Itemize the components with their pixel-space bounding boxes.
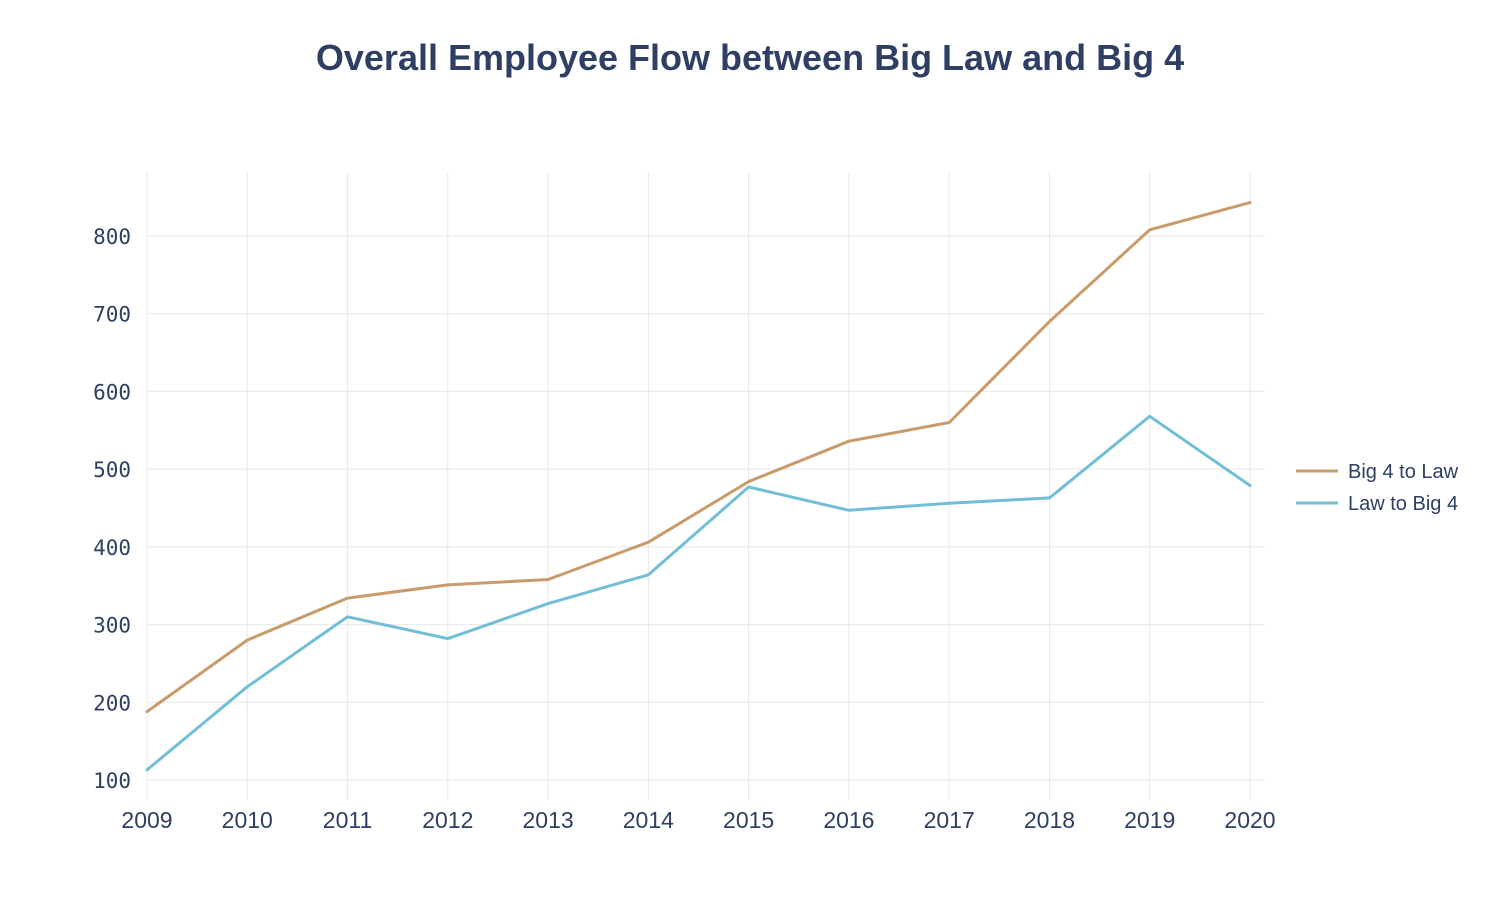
y-tick-label: 600 (93, 380, 131, 404)
x-tick-label: 2016 (823, 807, 874, 833)
y-tick-label: 200 (93, 691, 131, 715)
x-tick-label: 2009 (121, 807, 172, 833)
x-tick-label: 2013 (523, 807, 574, 833)
x-axis-ticks: 2009 2010 2011 2012 2013 2014 2015 2016 2017 2018… (121, 807, 1275, 833)
chart-title: Overall Employee Flow between Big Law an… (316, 37, 1184, 78)
x-tick-label: 2017 (924, 807, 975, 833)
y-tick-label: 500 (93, 458, 131, 482)
series-line-law-to-big4 (145, 414, 1252, 772)
legend-item[interactable]: Big 4 to Law (1296, 461, 1459, 483)
x-tick-label: 2015 (723, 807, 774, 833)
x-tick-label: 2020 (1224, 807, 1275, 833)
y-axis-ticks: 100 200 300 400 500 600 700 800 (93, 225, 131, 793)
x-tick-label: 2011 (323, 807, 372, 833)
legend-label: Big 4 to Law (1348, 461, 1459, 483)
legend-label: Law to Big 4 (1348, 493, 1458, 515)
legend[interactable]: Big 4 to Law Law to Big 4 (1296, 461, 1459, 515)
x-tick-label: 2010 (222, 807, 273, 833)
y-tick-label: 400 (93, 536, 131, 560)
vertical-gridlines (146, 172, 1251, 800)
series-line-big4-to-law (145, 201, 1252, 714)
x-tick-label: 2012 (422, 807, 473, 833)
y-tick-label: 800 (93, 225, 131, 249)
y-tick-label: 300 (93, 614, 131, 638)
horizontal-gridlines (147, 235, 1265, 781)
x-tick-label: 2019 (1124, 807, 1175, 833)
y-tick-label: 700 (93, 303, 131, 327)
series-lines (145, 201, 1252, 772)
y-tick-label: 100 (93, 769, 131, 793)
x-tick-label: 2018 (1024, 807, 1075, 833)
legend-item[interactable]: Law to Big 4 (1296, 493, 1458, 515)
x-tick-label: 2014 (623, 807, 674, 833)
